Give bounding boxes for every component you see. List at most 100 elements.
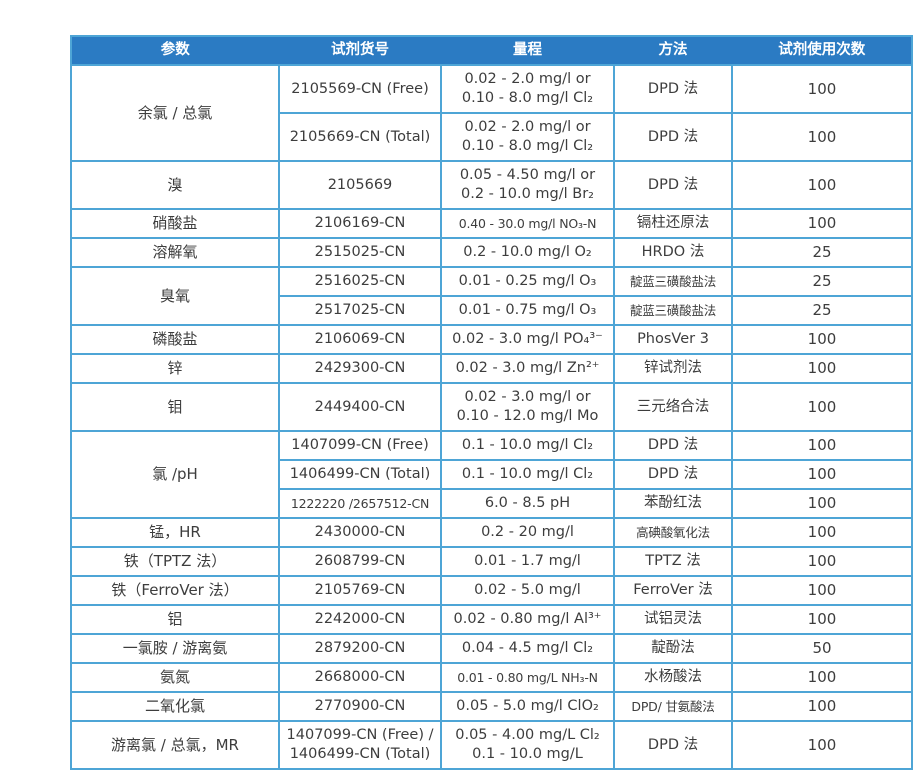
cell-range: 0.05 - 4.00 mg/L Cl₂ 0.1 - 10.0 mg/L (440, 720, 615, 770)
cell-range: 0.01 - 0.75 mg/l O₃ (440, 295, 615, 326)
cell-uses: 25 (731, 237, 913, 268)
cell-catalog: 2517025-CN (278, 295, 442, 326)
cell-catalog: 2429300-CN (278, 353, 442, 384)
cell-param: 锌 (70, 353, 280, 384)
table-row: 锌 2429300-CN 0.02 - 3.0 mg/l Zn²⁺ 锌试剂法 100 (70, 353, 913, 384)
cell-range: 0.02 - 2.0 mg/l or 0.10 - 8.0 mg/l Cl₂ (440, 112, 615, 162)
cell-method: DPD 法 (613, 430, 733, 461)
cell-method: 高碘酸氧化法 (613, 517, 733, 548)
cell-catalog: 2668000-CN (278, 662, 442, 693)
table-row: 铝 2242000-CN 0.02 - 0.80 mg/l Al³⁺ 试铝灵法 100 (70, 604, 913, 635)
cell-catalog: 2105769-CN (278, 575, 442, 606)
cell-range: 0.02 - 3.0 mg/l PO₄³⁻ (440, 324, 615, 355)
table-row: 臭氧 2516025-CN 0.01 - 0.25 mg/l O₃ 靛蓝三磺酸盐法 25 (70, 266, 913, 326)
cell-range: 0.2 - 10.0 mg/l O₂ (440, 237, 615, 268)
cell-method: DPD/ 甘氨酸法 (613, 691, 733, 722)
table-row: 2517025-CN 0.01 - 0.75 mg/l O₃ 靛蓝三磺酸盐法 25 (71, 295, 913, 326)
table-row: 铁（FerroVer 法） 2105769-CN 0.02 - 5.0 mg/l Fe… (70, 575, 913, 606)
cell-uses: 100 (731, 459, 913, 490)
cell-method: TPTZ 法 (613, 546, 733, 577)
cell-method: 靛蓝三磺酸盐法 (613, 266, 733, 297)
cell-uses: 100 (731, 160, 913, 210)
table-row: 余氯 / 总氯 2105569-CN (Free) 0.02 - 2.0 mg/l … (70, 64, 913, 162)
cell-uses: 100 (731, 112, 913, 162)
cell-uses: 100 (731, 430, 913, 461)
cell-range: 0.02 - 5.0 mg/l (440, 575, 615, 606)
cell-param: 铁（TPTZ 法） (70, 546, 280, 577)
cell-catalog: 1222220 /2657512-CN (278, 488, 442, 519)
cell-range: 0.02 - 3.0 mg/l or 0.10 - 12.0 mg/l Mo (440, 382, 615, 432)
cell-range: 0.04 - 4.5 mg/l Cl₂ (440, 633, 615, 664)
cell-param: 钼 (70, 382, 280, 432)
table-row: 氯 /pH 1407099-CN (Free) 0.1 - 10.0 mg/l Cl… (70, 430, 913, 519)
cell-param: 二氧化氯 (70, 691, 280, 722)
cell-method: 三元络合法 (613, 382, 733, 432)
cell-param: 游离氯 / 总氯，MR (70, 720, 280, 770)
cell-catalog: 2105669-CN (Total) (278, 112, 442, 162)
table-row: 锰，HR 2430000-CN 0.2 - 20 mg/l 高碘酸氧化法 100 (70, 517, 913, 548)
table-row: 1406499-CN (Total) 0.1 - 10.0 mg/l Cl₂ DPD… (71, 459, 913, 490)
table-row: 溶解氧 2515025-CN 0.2 - 10.0 mg/l O₂ HRDO 法 25 (70, 237, 913, 268)
table-row: 铁（TPTZ 法） 2608799-CN 0.01 - 1.7 mg/l TPTZ 法… (70, 546, 913, 577)
table-row: 硝酸盐 2106169-CN 0.40 - 30.0 mg/l NO₃-N 镉柱还原法… (70, 208, 913, 239)
cell-catalog: 2242000-CN (278, 604, 442, 635)
column-header-range: 量程 (440, 35, 615, 66)
table-row: 游离氯 / 总氯，MR 1407099-CN (Free) / 1406499-C… (70, 720, 913, 770)
reagent-table-container: 参数 试剂货号 量程 方法 试剂使用次数 余氯 / 总氯 2105569-CN (Free… (70, 35, 913, 770)
cell-method: 试铝灵法 (613, 604, 733, 635)
cell-uses: 100 (731, 64, 913, 114)
cell-param: 一氯胺 / 游离氨 (70, 633, 280, 664)
cell-range: 0.40 - 30.0 mg/l NO₃-N (440, 208, 615, 239)
cell-catalog: 2770900-CN (278, 691, 442, 722)
cell-param: 锰，HR (70, 517, 280, 548)
reagent-table: 参数 试剂货号 量程 方法 试剂使用次数 余氯 / 总氯 2105569-CN (Free… (70, 35, 913, 770)
cell-catalog: 1407099-CN (Free) (278, 430, 442, 461)
cell-catalog: 2608799-CN (278, 546, 442, 577)
column-header-uses: 试剂使用次数 (731, 35, 913, 66)
table-row: 1222220 /2657512-CN 6.0 - 8.5 pH 苯酚红法 100 (71, 488, 913, 519)
cell-range: 0.01 - 0.25 mg/l O₃ (440, 266, 615, 297)
cell-range: 0.1 - 10.0 mg/l Cl₂ (440, 430, 615, 461)
cell-range: 6.0 - 8.5 pH (440, 488, 615, 519)
cell-uses: 25 (731, 295, 913, 326)
table-row: 二氧化氯 2770900-CN 0.05 - 5.0 mg/l ClO₂ DPD/ 甘… (70, 691, 913, 722)
cell-range: 0.05 - 4.50 mg/l or 0.2 - 10.0 mg/l Br₂ (440, 160, 615, 210)
cell-uses: 100 (731, 691, 913, 722)
cell-range: 0.2 - 20 mg/l (440, 517, 615, 548)
cell-range: 0.1 - 10.0 mg/l Cl₂ (440, 459, 615, 490)
cell-param: 氯 /pH (70, 430, 280, 519)
cell-catalog: 2106069-CN (278, 324, 442, 355)
cell-param: 氨氮 (70, 662, 280, 693)
table-row: 氨氮 2668000-CN 0.01 - 0.80 mg/L NH₃-N 水杨酸法 10… (70, 662, 913, 693)
cell-method: 镉柱还原法 (613, 208, 733, 239)
cell-uses: 25 (731, 266, 913, 297)
cell-uses: 100 (731, 208, 913, 239)
cell-catalog: 2449400-CN (278, 382, 442, 432)
cell-catalog: 1407099-CN (Free) / 1406499-CN (Total) (278, 720, 442, 770)
cell-uses: 50 (731, 633, 913, 664)
cell-range: 0.05 - 5.0 mg/l ClO₂ (440, 691, 615, 722)
cell-param: 溴 (70, 160, 280, 210)
cell-catalog: 2879200-CN (278, 633, 442, 664)
cell-param: 磷酸盐 (70, 324, 280, 355)
cell-method: HRDO 法 (613, 237, 733, 268)
cell-param: 臭氧 (70, 266, 280, 326)
table-row: 溴 2105669 0.05 - 4.50 mg/l or 0.2 - 10.0 m… (70, 160, 913, 210)
cell-range: 0.01 - 0.80 mg/L NH₃-N (440, 662, 615, 693)
cell-catalog: 2515025-CN (278, 237, 442, 268)
cell-uses: 100 (731, 546, 913, 577)
cell-uses: 100 (731, 604, 913, 635)
cell-method: 靛蓝三磺酸盐法 (613, 295, 733, 326)
cell-method: 靛酚法 (613, 633, 733, 664)
cell-range: 0.02 - 2.0 mg/l or 0.10 - 8.0 mg/l Cl₂ (440, 64, 615, 114)
cell-method: PhosVer 3 (613, 324, 733, 355)
cell-method: DPD 法 (613, 459, 733, 490)
cell-param: 余氯 / 总氯 (70, 64, 280, 162)
cell-uses: 100 (731, 324, 913, 355)
cell-catalog: 2430000-CN (278, 517, 442, 548)
cell-method: 水杨酸法 (613, 662, 733, 693)
cell-param: 铝 (70, 604, 280, 635)
cell-catalog: 2106169-CN (278, 208, 442, 239)
cell-uses: 100 (731, 488, 913, 519)
